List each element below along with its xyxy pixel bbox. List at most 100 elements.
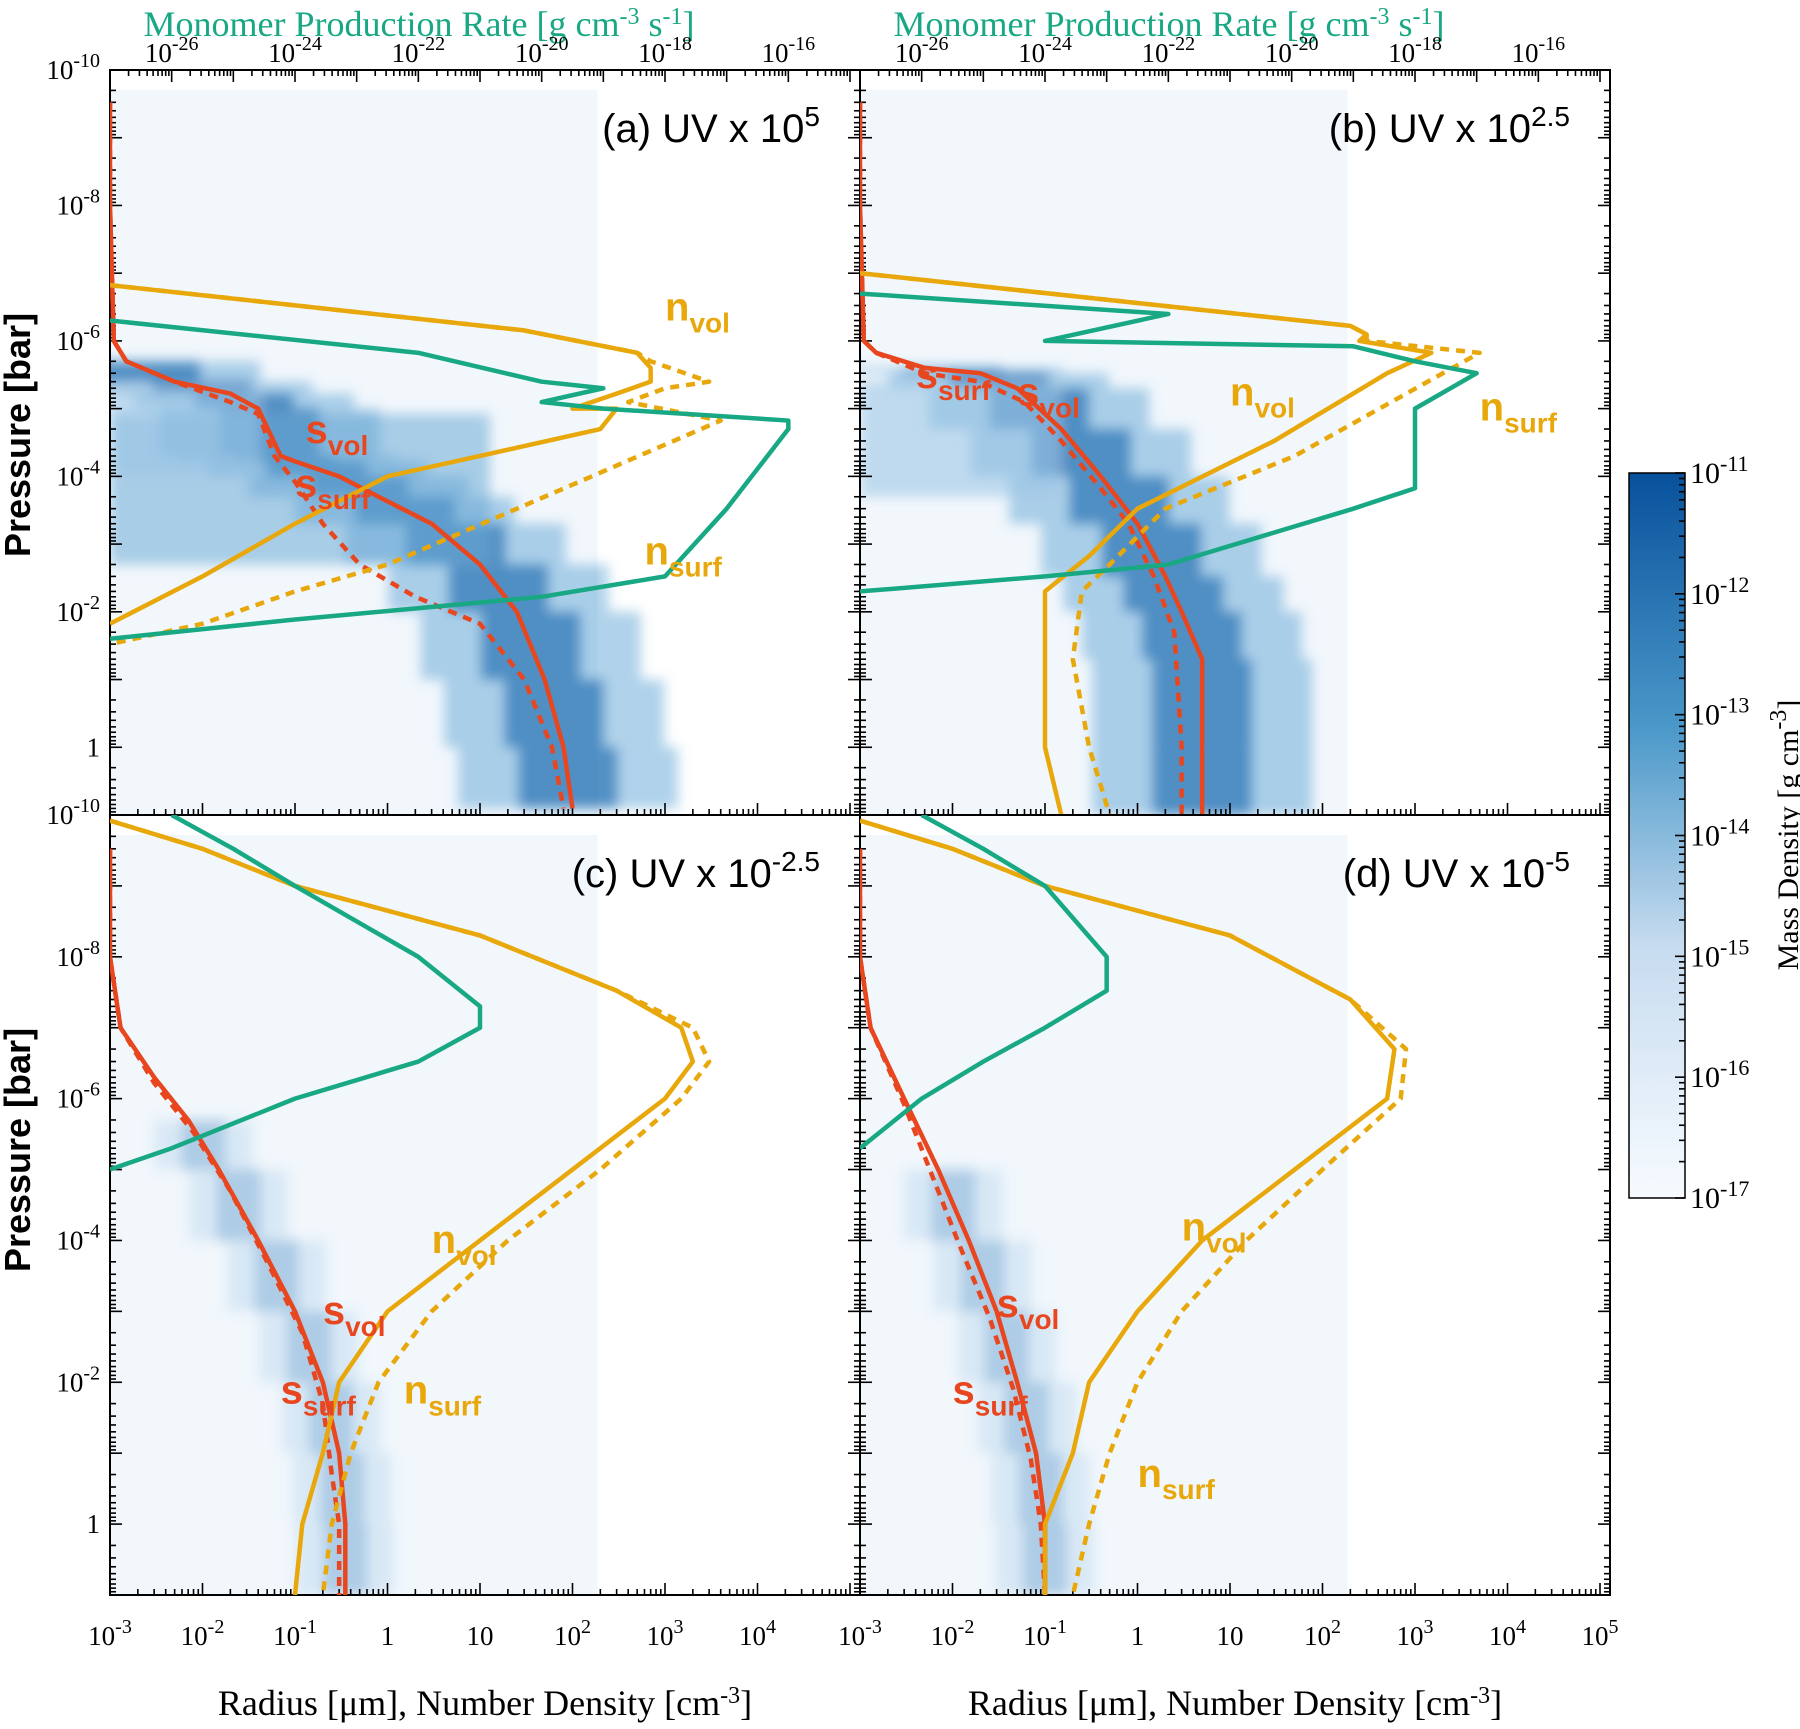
panel-a: 10-26 10-24 10-22 10-20 10-18 10-16 10-10 10-8 1… (46, 33, 861, 816)
series-s-vol (860, 848, 1048, 1595)
colorbar-tick-label: 10-15 (1690, 934, 1749, 973)
y-tick-label: 10-6 (56, 1079, 100, 1114)
series-n-surf (860, 270, 1482, 815)
panel-d: 10-3 10-2 10-1 1 10 102 103 104 105 (d) UV x 10-5… (838, 814, 1619, 1651)
y-tick-label: 10-6 (56, 321, 100, 356)
series-n-surf (110, 818, 712, 1595)
top-tick-label: 10-16 (761, 33, 815, 68)
top-tick-label: 10-20 (515, 33, 569, 68)
panel-title: (c) UV x 10-2.5 (572, 846, 820, 896)
curve-label-s-surf: ssurf (295, 462, 371, 515)
x-axis-label-left: Radius [μm], Number Density [cm-3] (218, 1683, 752, 1723)
curve-label-s-surf: ssurf (953, 1369, 1029, 1422)
density-background (860, 835, 1348, 1595)
top-tick-label: 10-18 (638, 33, 692, 68)
colorbar-tick-label: 10-11 (1690, 451, 1749, 490)
curve-label-s-vol: svol (997, 1282, 1060, 1335)
curve-label-n-surf: nsurf (644, 529, 722, 582)
curve-label-s-surf: ssurf (281, 1369, 357, 1422)
curve-label-n-vol: nvol (665, 286, 730, 339)
y-tick-label: 10-10 (46, 795, 100, 830)
y-tick-label: 10-2 (56, 1362, 100, 1397)
curve-label-n-vol: nvol (1182, 1205, 1247, 1258)
series-production (860, 815, 1109, 1150)
series-production (110, 815, 483, 1172)
series-s-surf (110, 848, 342, 1595)
curve-label-s-vol: svol (306, 408, 369, 461)
colorbar-tick-label: 10-17 (1690, 1176, 1749, 1215)
panel-b: 10-26 10-24 10-22 10-20 10-18 10-16 (b) UV x 1… (859, 33, 1611, 816)
curve-label-n-vol: nvol (1230, 371, 1295, 424)
curve-label-n-surf: nsurf (1480, 386, 1558, 439)
panel-title: (a) UV x 105 (602, 101, 820, 151)
y-tick-label: 10-10 (46, 50, 100, 85)
y-axis-label-bottom: Pressure [bar] (0, 1028, 38, 1272)
y-tick-label: 10-2 (56, 592, 100, 627)
colorbar-tick-label: 10-16 (1690, 1055, 1749, 1094)
x-tick-label: 103 (647, 1616, 684, 1651)
x-tick-label: 10-3 (88, 1616, 132, 1651)
x-tick-label: 103 (1397, 1616, 1434, 1651)
series-n-surf (860, 818, 1409, 1595)
x-tick-label: 10-1 (1023, 1616, 1067, 1651)
top-tick-label: 10-20 (1265, 33, 1319, 68)
y-tick-label: 10-8 (56, 185, 100, 220)
series-production (110, 318, 791, 642)
top-tick-label: 10-16 (1511, 33, 1565, 68)
x-tick-label: 102 (1304, 1616, 1341, 1651)
series-s-surf (860, 102, 1184, 815)
series-n-surf (110, 282, 723, 647)
density-band (860, 367, 1313, 815)
panel-c: 10-10 10-8 10-6 10-4 10-2 1 10-3 10-2 10-1 1 10 102… (46, 795, 861, 1651)
colorbar: 10-11 10-12 10-13 10-14 10-15 10-16 10-17 Mass… (1628, 451, 1800, 1215)
y-tick-label: 10-4 (56, 1220, 100, 1255)
y-tick-label: 10-4 (56, 456, 100, 491)
x-tick-label: 10 (1217, 1621, 1244, 1651)
curve-label-n-surf: nsurf (404, 1369, 482, 1422)
top-tick-label: 10-22 (1141, 33, 1195, 68)
y-tick-label: 10-8 (56, 937, 100, 972)
density-background (860, 90, 1348, 815)
density-background (110, 835, 598, 1595)
series-production (860, 291, 1479, 594)
y-axis-label-top: Pressure [bar] (0, 313, 38, 557)
series-s-surf (110, 102, 566, 809)
curve-label-s-vol: svol (1017, 371, 1080, 424)
y-tick-label: 1 (87, 732, 101, 762)
top-axis-label-left: Monomer Production Rate [g cm-3 s-1] (144, 4, 695, 44)
x-tick-label: 1 (381, 1621, 395, 1651)
x-tick-label: 10-2 (181, 1616, 225, 1651)
top-tick-label: 10-26 (895, 33, 949, 68)
x-tick-label: 10 (467, 1621, 494, 1651)
panel-title: (b) UV x 102.5 (1329, 101, 1570, 151)
top-tick-label: 10-24 (268, 33, 322, 68)
x-axis-label-right: Radius [μm], Number Density [cm-3] (968, 1683, 1502, 1723)
panel-frame (859, 814, 1611, 1596)
y-tick-label: 1 (87, 1509, 101, 1539)
colorbar-label: Mass Density [g cm-3] (1766, 700, 1800, 971)
density-band (903, 1169, 1095, 1595)
curve-label-s-vol: svol (323, 1289, 386, 1342)
x-tick-label: 10-3 (838, 1616, 882, 1651)
x-tick-label: 102 (554, 1616, 591, 1651)
panel-title: (d) UV x 10-5 (1343, 846, 1570, 896)
x-tick-label: 104 (739, 1616, 776, 1651)
top-tick-label: 10-26 (145, 33, 199, 68)
curve-label-s-surf: ssurf (916, 353, 992, 406)
x-tick-label: 1 (1131, 1621, 1145, 1651)
colorbar-tick-label: 10-13 (1690, 693, 1749, 732)
curve-label-n-surf: nsurf (1138, 1452, 1216, 1505)
x-tick-label: 10-1 (273, 1616, 317, 1651)
x-tick-label: 104 (1489, 1616, 1526, 1651)
colorbar-tick-label: 10-12 (1690, 572, 1749, 611)
series-s-vol (110, 102, 575, 809)
colorbar-tick-label: 10-14 (1690, 814, 1749, 853)
top-tick-label: 10-18 (1388, 33, 1442, 68)
top-axis-label-right: Monomer Production Rate [g cm-3 s-1] (894, 4, 1445, 44)
curve-label-n-vol: nvol (432, 1218, 497, 1271)
top-tick-label: 10-22 (391, 33, 445, 68)
x-tick-label: 10-2 (931, 1616, 975, 1651)
x-tick-label: 105 (1582, 1616, 1619, 1651)
top-tick-label: 10-24 (1018, 33, 1072, 68)
